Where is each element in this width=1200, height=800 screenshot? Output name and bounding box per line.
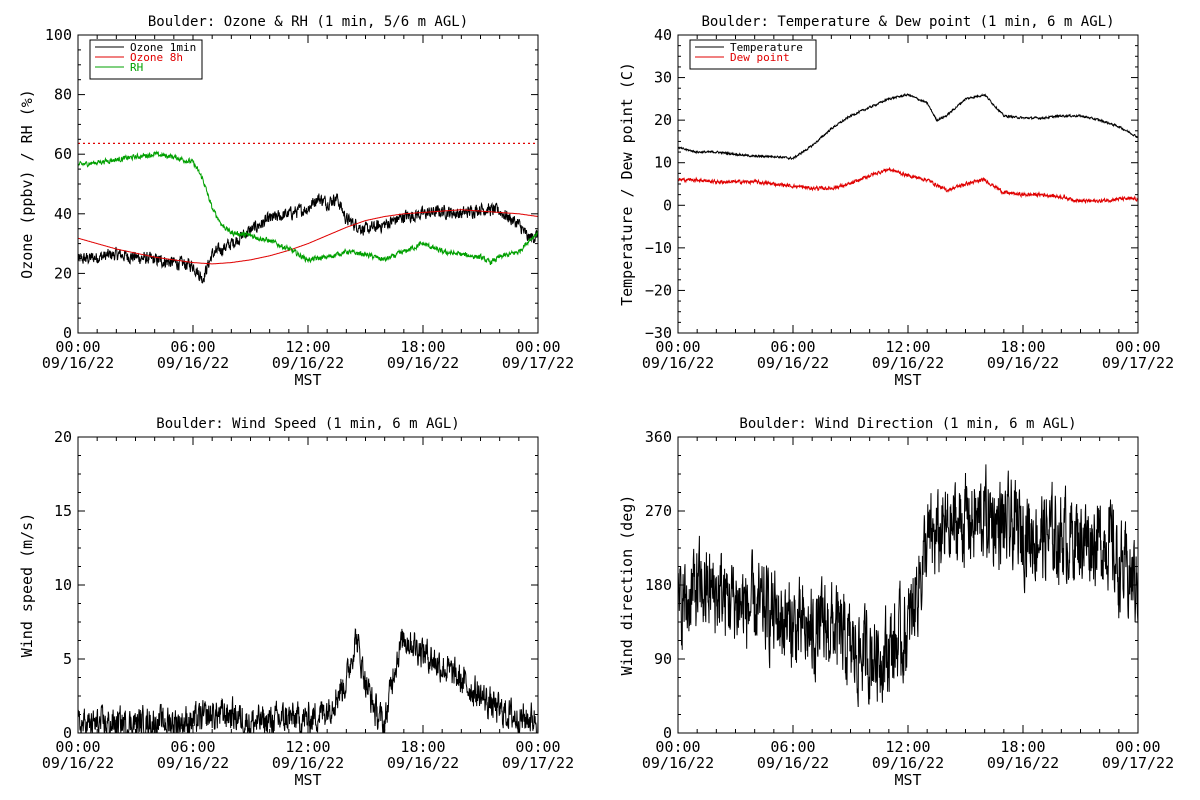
chart-title: Boulder: Temperature & Dew point (1 min,… [701,14,1114,30]
y-tick-label: 0 [663,724,672,742]
y-tick-label: 20 [54,428,72,446]
legend-label: RH [130,61,143,74]
y-tick-label: 0 [63,724,72,742]
y-tick-label: 10 [654,154,672,172]
y-tick-label: 30 [654,69,672,87]
x-tick-time: 00:00 [655,738,700,756]
chart-title: Boulder: Wind Direction (1 min, 6 m AGL) [739,416,1076,432]
y-axis-label: Wind direction (deg) [618,495,636,676]
x-tick-date: 09/16/22 [42,754,114,772]
y-tick-label: 80 [54,86,72,104]
plot-frame [677,34,1139,334]
x-tick-time: 12:00 [285,738,330,756]
x-tick-date: 09/16/22 [872,354,944,372]
y-tick-label: 180 [645,576,672,594]
chart-title: Boulder: Wind Speed (1 min, 6 m AGL) [156,416,459,432]
x-axis-label: MST [894,771,921,789]
x-tick-time: 00:00 [515,338,560,356]
y-tick-label: 90 [654,650,672,668]
x-tick-date: 09/17/22 [502,754,574,772]
y-tick-label: 20 [654,111,672,129]
y-tick-label: 15 [54,502,72,520]
x-tick-time: 12:00 [885,338,930,356]
x-tick-time: 06:00 [770,738,815,756]
x-tick-date: 09/16/22 [642,754,714,772]
x-tick-time: 18:00 [1000,338,1045,356]
x-tick-time: 00:00 [655,338,700,356]
x-tick-date: 09/16/22 [157,354,229,372]
x-tick-date: 09/16/22 [387,754,459,772]
y-tick-label: 60 [54,145,72,163]
plot-frame [77,34,539,334]
x-tick-date: 09/17/22 [1102,354,1174,372]
series-line-2 [678,166,1138,205]
x-tick-time: 00:00 [1115,338,1160,356]
x-tick-date: 09/16/22 [272,754,344,772]
x-tick-time: 00:00 [515,738,560,756]
x-tick-date: 09/17/22 [502,354,574,372]
x-tick-time: 12:00 [885,738,930,756]
x-axis-label: MST [294,771,321,789]
x-tick-time: 00:00 [1115,738,1160,756]
y-tick-label: −30 [645,324,672,342]
legend-label: Dew point [730,51,790,64]
x-tick-time: 06:00 [170,338,215,356]
chart-panel-2: Boulder: Temperature & Dew point (1 min,… [618,14,1174,389]
series-line-3 [78,150,538,266]
y-tick-label: 20 [54,264,72,282]
y-tick-label: 100 [45,26,72,44]
legend-label: Ozone 8h [130,51,183,64]
x-tick-date: 09/16/22 [987,354,1059,372]
x-tick-time: 06:00 [170,738,215,756]
x-tick-time: 12:00 [285,338,330,356]
x-tick-time: 18:00 [400,338,445,356]
chart-panel-3: Boulder: Wind Speed (1 min, 6 m AGL) 0 5 10… [18,416,574,789]
x-tick-time: 18:00 [1000,738,1045,756]
x-tick-date: 09/16/22 [642,354,714,372]
x-tick-date: 09/16/22 [872,754,944,772]
x-tick-date: 09/16/22 [987,754,1059,772]
y-tick-label: 360 [645,428,672,446]
y-axis-label: Wind speed (m/s) [18,513,36,658]
y-tick-label: 0 [63,324,72,342]
x-tick-date: 09/16/22 [757,354,829,372]
x-tick-date: 09/16/22 [42,354,114,372]
series-line-2 [78,209,538,265]
y-axis-label: Temperature / Dew point (C) [618,62,636,306]
x-tick-date: 09/17/22 [1102,754,1174,772]
y-tick-label: 5 [63,650,72,668]
x-axis-label: MST [894,371,921,389]
x-tick-time: 00:00 [55,738,100,756]
y-tick-label: 270 [645,502,672,520]
legend-box [689,39,817,70]
chart-panel-1: Boulder: Ozone & RH (1 min, 5/6 m AGL) 0 2… [18,14,574,389]
x-tick-date: 09/16/22 [757,754,829,772]
x-tick-date: 09/16/22 [272,354,344,372]
x-tick-time: 00:00 [55,338,100,356]
x-tick-time: 06:00 [770,338,815,356]
x-tick-date: 09/16/22 [387,354,459,372]
series-line-1 [78,628,538,733]
x-axis-label: MST [294,371,321,389]
series-line-1 [678,92,1138,161]
y-tick-label: −20 [645,281,672,299]
x-tick-time: 18:00 [400,738,445,756]
chart-panel-4: Boulder: Wind Direction (1 min, 6 m AGL)… [618,416,1174,789]
y-tick-label: 10 [54,576,72,594]
series-line-1 [78,193,538,284]
legend-label: Temperature [730,41,803,54]
y-tick-label: −10 [645,239,672,257]
x-tick-date: 09/16/22 [157,754,229,772]
series-line-1 [678,464,1138,708]
y-tick-label: 0 [663,196,672,214]
y-tick-label: 40 [654,26,672,44]
chart-title: Boulder: Ozone & RH (1 min, 5/6 m AGL) [148,14,468,30]
y-axis-label: Ozone (ppbv) / RH (%) [18,89,36,279]
legend-label: Ozone 1min [130,41,196,54]
y-tick-label: 40 [54,205,72,223]
